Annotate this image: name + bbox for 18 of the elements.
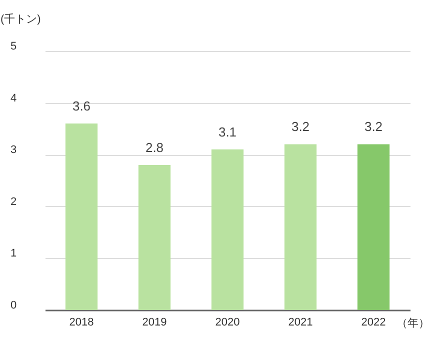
y-tick-label: 4 xyxy=(10,92,17,104)
x-tick-label: 2022 xyxy=(361,316,386,328)
y-axis-title: (千トン) xyxy=(0,12,41,26)
x-tick-label: 2018 xyxy=(69,316,94,328)
x-axis-title: （年） xyxy=(396,318,430,330)
y-tick-label: 2 xyxy=(10,196,17,208)
data-label: 3.2 xyxy=(291,119,310,134)
x-tick-label: 2020 xyxy=(215,316,240,328)
y-tick-label: 5 xyxy=(10,40,17,52)
data-label: 2.8 xyxy=(145,140,164,155)
x-tick-label: 2019 xyxy=(142,316,167,328)
data-label: 3.2 xyxy=(364,119,383,134)
data-label: 3.6 xyxy=(72,98,91,114)
y-tick-label: 0 xyxy=(10,300,17,312)
y-tick-label: 3 xyxy=(10,144,17,156)
x-tick-label: 2021 xyxy=(288,316,313,328)
y-tick-label: 1 xyxy=(10,248,17,260)
data-label: 3.1 xyxy=(218,124,237,140)
